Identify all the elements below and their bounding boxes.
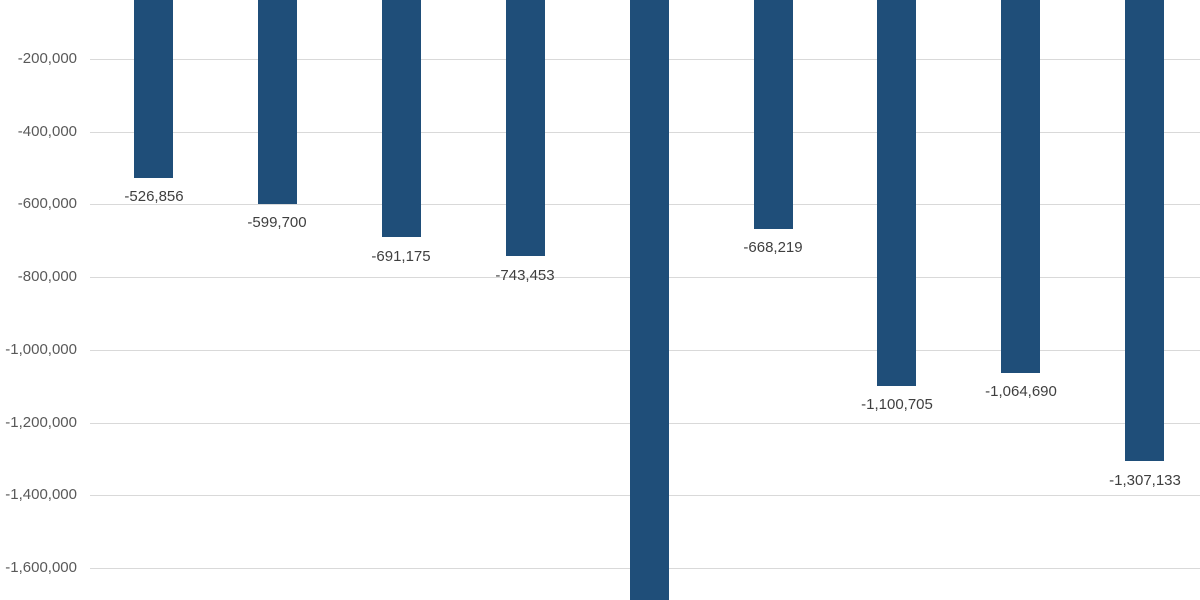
bar <box>1125 0 1164 461</box>
y-axis-tick-label: -1,200,000 <box>5 414 77 431</box>
bar <box>382 0 421 237</box>
bar-value-label: -599,700 <box>247 214 307 231</box>
bar <box>1001 0 1040 373</box>
bar-value-label: -668,219 <box>743 239 803 256</box>
y-axis-tick-label: -1,400,000 <box>5 486 77 503</box>
y-axis-tick-label: -200,000 <box>17 50 77 67</box>
y-axis-tick-label: -600,000 <box>17 195 77 212</box>
y-axis-tick-label: -800,000 <box>17 268 77 285</box>
bar <box>134 0 173 178</box>
bar-value-label: -1,100,705 <box>861 396 933 413</box>
bar-value-label: -1,307,133 <box>1109 472 1181 489</box>
bar-value-label: -691,175 <box>371 248 431 265</box>
y-axis-tick-label: -1,000,000 <box>5 341 77 358</box>
bar-value-label: -743,453 <box>495 267 555 284</box>
bar <box>506 0 545 256</box>
bar <box>630 0 669 600</box>
bar <box>877 0 916 386</box>
bar-value-label: -526,856 <box>124 188 184 205</box>
bar-value-label: -1,064,690 <box>985 383 1057 400</box>
y-axis-tick-label: -1,600,000 <box>5 559 77 576</box>
bar <box>754 0 793 229</box>
bar <box>258 0 297 204</box>
y-axis-tick-label: -400,000 <box>17 123 77 140</box>
